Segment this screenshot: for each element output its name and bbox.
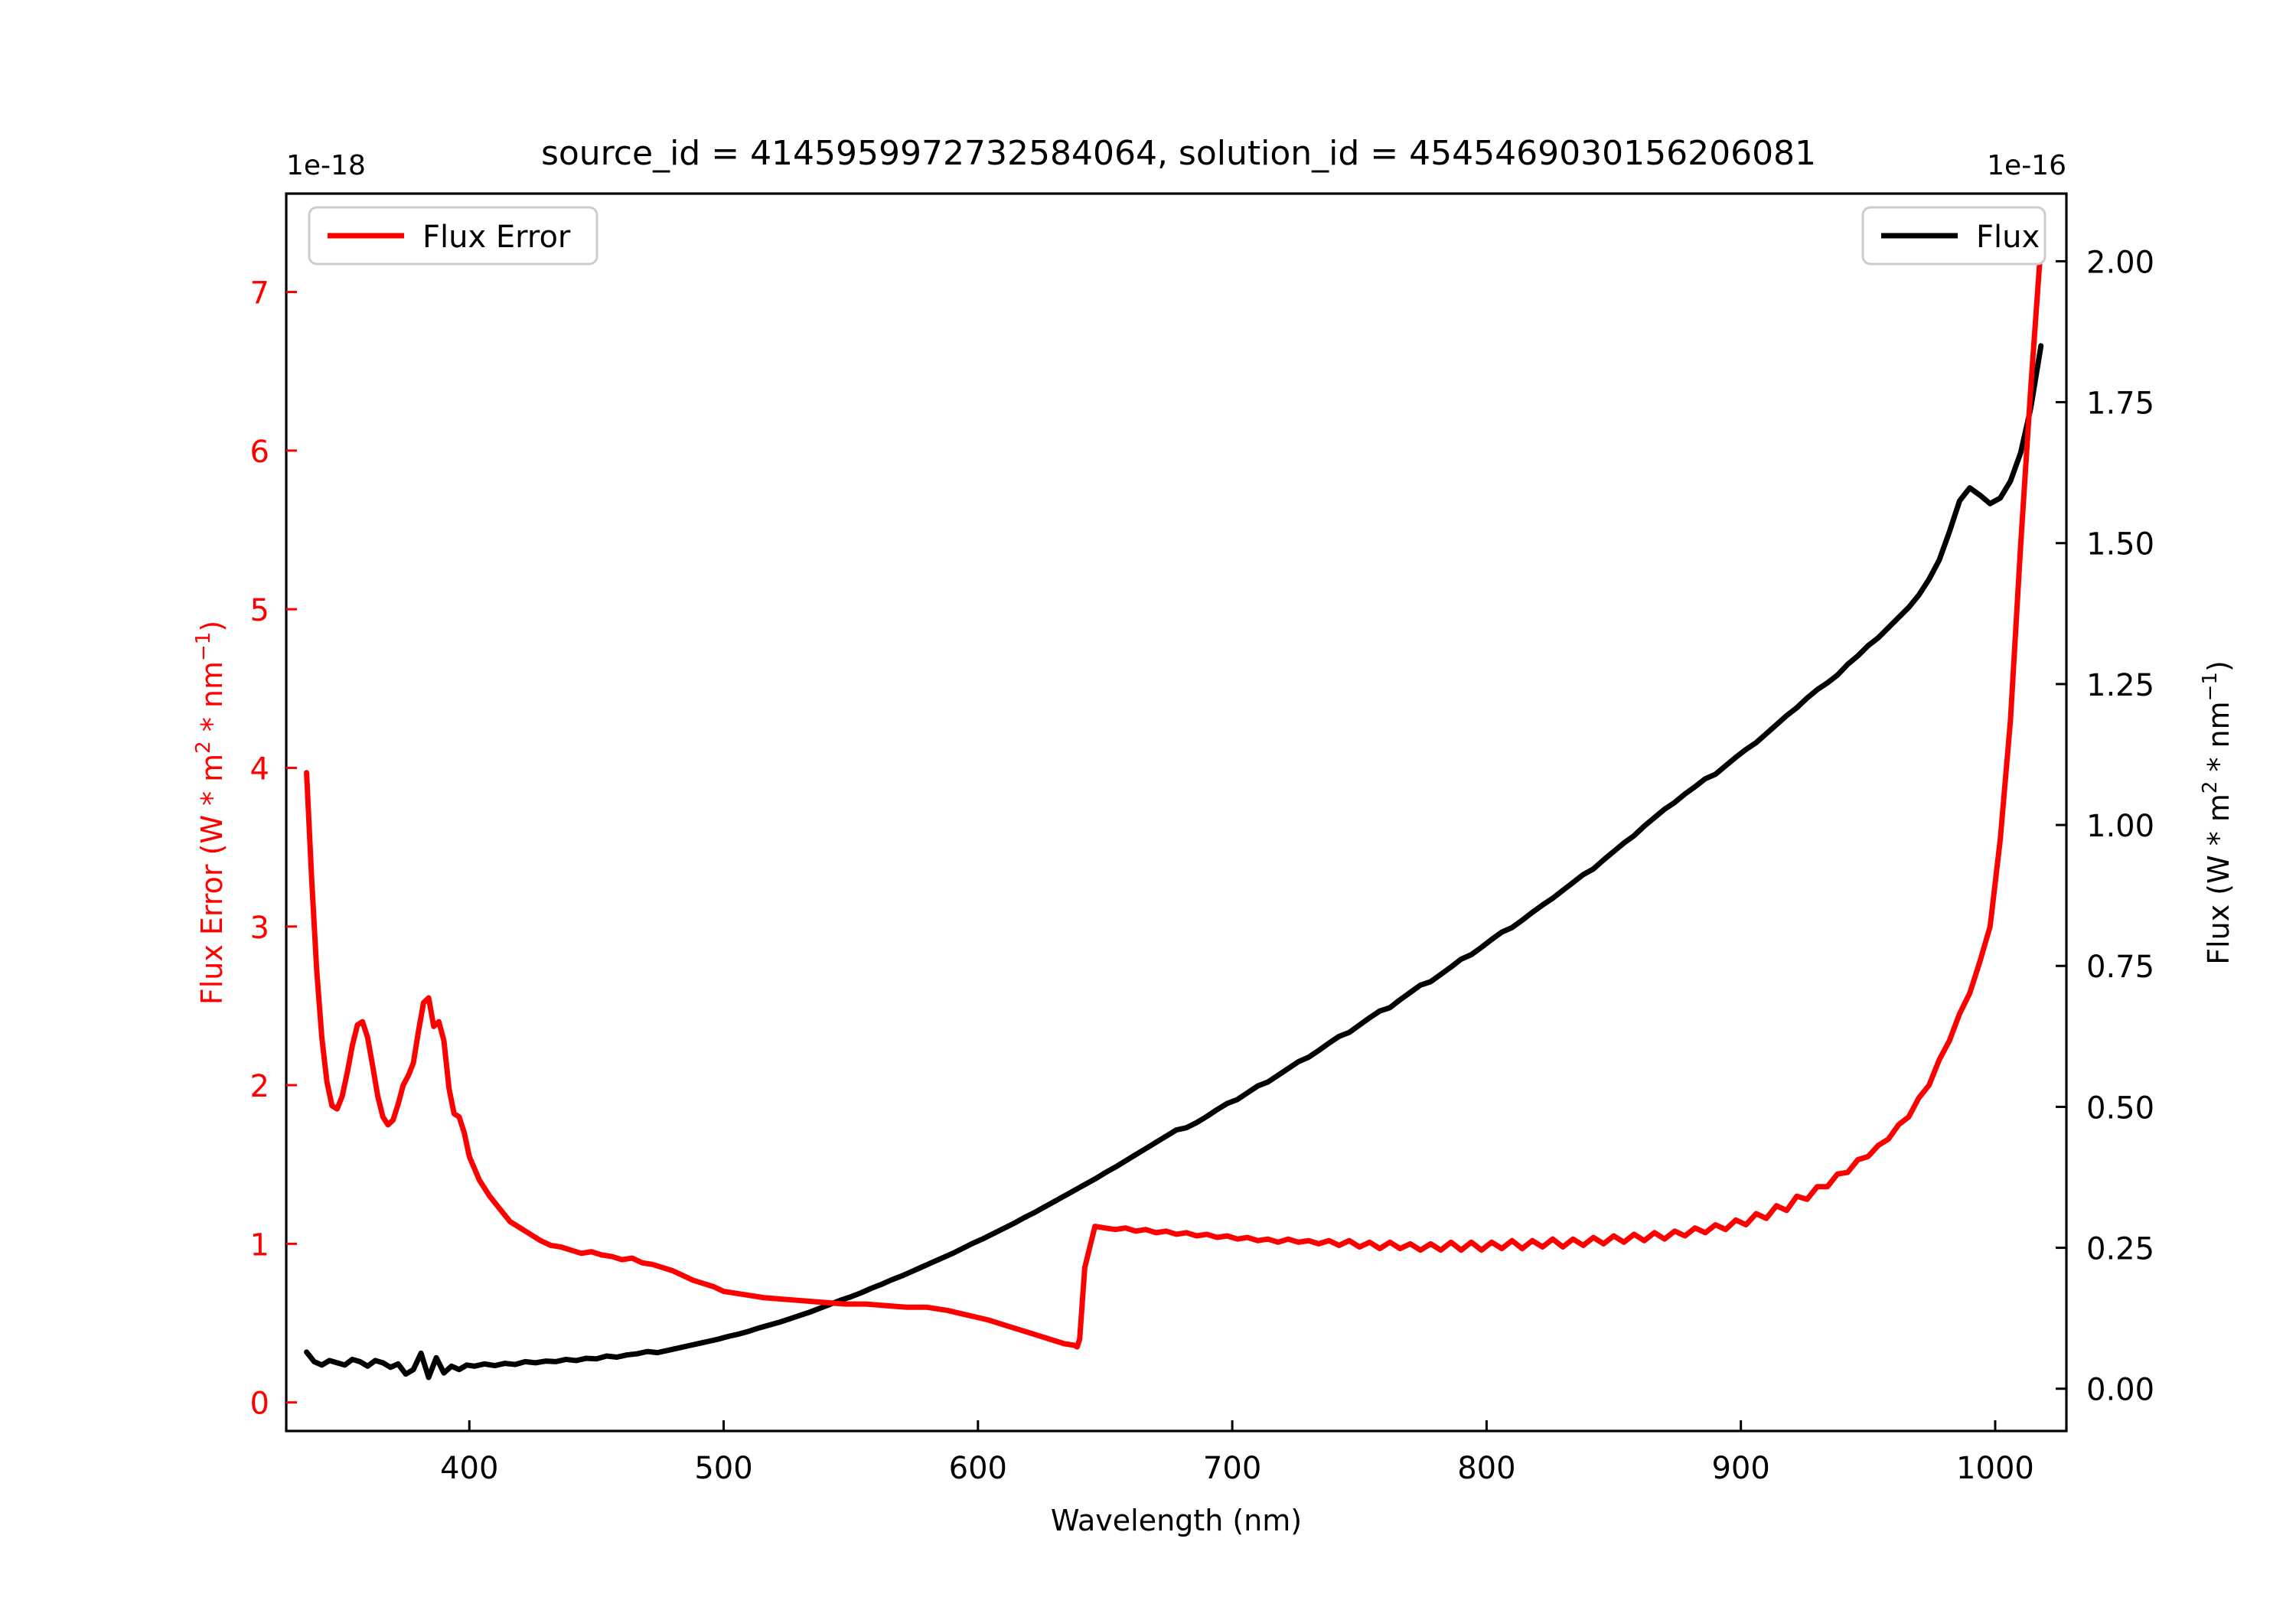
x-tick-label: 600: [949, 1451, 1007, 1486]
legend-flux-error[interactable]: Flux Error: [308, 206, 598, 266]
x-tick-label: 400: [440, 1451, 498, 1486]
series-line-flux-error: [304, 241, 2044, 1350]
x-tick-label: 800: [1457, 1451, 1515, 1486]
y-left-tick-label: 0: [250, 1387, 269, 1422]
y-right-tick-label: 0.00: [2086, 1373, 2154, 1408]
y-left-tick-label: 2: [250, 1069, 269, 1104]
y-right-tick-label: 0.25: [2086, 1232, 2154, 1267]
plot-area-frame: [285, 192, 2068, 1433]
y-axis-right-label: Flux (W * m2 * nm−1): [2199, 660, 2236, 965]
left-axis-offset-text: 1e-18: [286, 150, 366, 181]
legend-flux[interactable]: Flux: [1861, 206, 2047, 266]
y-axis-left-ticks: 0 1 2 3 4 5 6 7: [250, 276, 297, 1422]
y-left-tick-label: 3: [250, 911, 269, 946]
y-right-tick-label: 2.00: [2086, 245, 2154, 280]
y-right-tick-label: 1.00: [2086, 809, 2154, 844]
y-right-tick-label: 0.75: [2086, 950, 2154, 985]
x-tick-label: 1000: [1956, 1451, 2034, 1486]
x-tick-label: 500: [694, 1451, 752, 1486]
x-axis-ticks: 400 500 600 700 800 900 1000: [440, 1420, 2034, 1486]
y-left-tick-label: 4: [250, 751, 269, 787]
y-right-tick-label: 0.50: [2086, 1090, 2154, 1126]
legend-flux-label: Flux: [1976, 220, 2040, 255]
y-axis-right-ticks: 0.00 0.25 0.50 0.75 1.00 1.25 1.50 1.75 2.00: [2056, 245, 2154, 1408]
y-left-tick-label: 1: [250, 1227, 269, 1263]
y-right-tick-label: 1.50: [2086, 527, 2154, 562]
chart-title: source_id = 4145959972732584064, solutio…: [541, 134, 1816, 173]
right-axis-offset-text: 1e-16: [1987, 150, 2066, 181]
x-tick-label: 900: [1711, 1451, 1769, 1486]
y-left-tick-label: 6: [250, 435, 269, 470]
y-right-tick-label: 1.25: [2086, 668, 2154, 703]
x-tick-label: 700: [1203, 1451, 1261, 1486]
x-axis-label: Wavelength (nm): [1051, 1504, 1302, 1537]
y-left-tick-label: 5: [250, 593, 269, 628]
series-line-flux: [304, 343, 2044, 1380]
y-left-tick-label: 7: [250, 276, 269, 311]
y-axis-left-label: Flux Error (W * m2 * nm−1): [192, 621, 229, 1005]
legend-flux-error-box: [308, 206, 598, 266]
legend-flux-error-label: Flux Error: [422, 220, 571, 255]
y-right-tick-label: 1.75: [2086, 386, 2154, 422]
